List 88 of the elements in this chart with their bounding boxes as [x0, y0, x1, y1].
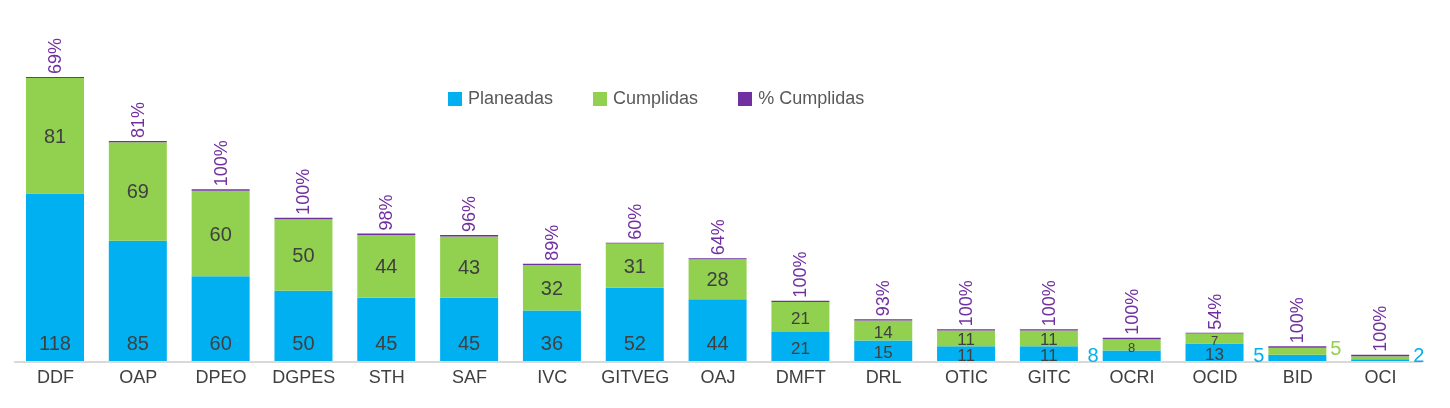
data-label: 13: [1205, 344, 1224, 364]
x-tick-label: OCI: [1364, 366, 1397, 387]
x-tick-label: OCRI: [1109, 366, 1155, 387]
data-label: 60: [209, 222, 232, 245]
x-tick-label: DGPES: [272, 366, 336, 387]
x-tick-label: SAF: [452, 366, 488, 387]
x-tick-label: OAP: [119, 366, 158, 387]
data-label: 44: [706, 332, 729, 354]
x-tick-label: DPEO: [195, 366, 247, 387]
bar: [771, 302, 830, 333]
data-label: 100%: [1038, 280, 1059, 327]
data-label: 100%: [1121, 288, 1142, 335]
data-label: 100%: [790, 251, 811, 298]
bar: [357, 297, 416, 362]
data-label: 45: [457, 332, 481, 354]
data-label: 69%: [45, 37, 65, 74]
data-label: 31: [623, 254, 646, 277]
bar: [1268, 347, 1327, 355]
data-label: 21: [790, 339, 810, 359]
bar: [605, 243, 664, 288]
bar: [191, 190, 250, 277]
data-label: 52: [623, 332, 646, 354]
bar: [688, 299, 747, 362]
bar: [108, 142, 167, 241]
data-label: 100%: [210, 140, 231, 187]
bar: [26, 77, 84, 194]
data-label: 50: [292, 332, 315, 354]
data-label: 64%: [707, 219, 728, 256]
data-label: 98%: [376, 194, 397, 231]
bar: [357, 234, 416, 298]
data-label: 50: [292, 243, 315, 266]
data-label: 44: [375, 255, 398, 278]
data-label: 100%: [1370, 305, 1391, 352]
x-tick-label: OTIC: [944, 366, 988, 387]
x-tick-label: GITVEG: [601, 366, 670, 387]
bar: [440, 297, 499, 362]
bar: [274, 219, 333, 291]
bar: [688, 259, 747, 300]
bar: [771, 332, 830, 362]
data-label: 60: [209, 332, 232, 354]
data-label: 5: [1330, 336, 1342, 359]
data-label: 81%: [127, 102, 148, 139]
data-label: 100%: [1287, 297, 1308, 344]
bar: [274, 290, 333, 362]
bar: [1185, 333, 1244, 344]
data-label: 5: [1253, 344, 1265, 366]
data-label: 96%: [459, 196, 480, 233]
x-tick-label: OAJ: [700, 366, 736, 387]
bar: [522, 264, 581, 311]
data-label: 45: [375, 332, 398, 354]
data-label: 89%: [541, 224, 562, 261]
bar: [605, 287, 664, 362]
x-tick-label: IVC: [537, 366, 568, 387]
data-label: 81: [43, 124, 67, 147]
bar: [26, 193, 84, 362]
data-label: 60%: [624, 203, 645, 240]
data-label: 100%: [293, 168, 314, 215]
bar: [440, 236, 499, 298]
data-label: 15: [873, 343, 893, 363]
x-tick-label: BID: [1282, 366, 1313, 387]
bar: [522, 310, 581, 362]
data-label: 43: [457, 256, 481, 279]
data-label: 14: [873, 322, 893, 342]
bar: [1102, 339, 1161, 351]
x-tick-label: GITC: [1027, 366, 1071, 387]
x-tick-label: DMFT: [775, 366, 826, 387]
legend-label: Planeadas: [467, 88, 554, 109]
x-tick-label: STH: [368, 366, 405, 387]
bar: [854, 320, 913, 341]
data-label: 93%: [873, 280, 894, 317]
data-label: 2: [1413, 344, 1425, 366]
data-label: 36: [540, 332, 564, 354]
bar: [191, 276, 250, 362]
data-label: 100%: [956, 280, 977, 327]
x-tick-label: OCID: [1192, 366, 1238, 387]
x-tick-label: DRL: [865, 366, 902, 387]
data-label: 21: [790, 309, 810, 329]
data-label: 118: [39, 332, 71, 354]
data-label: 32: [540, 276, 564, 299]
legend-label: Cumplidas: [612, 88, 699, 109]
bar: [108, 240, 167, 362]
x-tick-label: DDF: [36, 366, 74, 387]
legend-label: % Cumplidas: [757, 88, 865, 109]
data-label: 8: [1087, 344, 1099, 366]
data-label: 69: [126, 180, 149, 203]
data-label: 28: [706, 268, 729, 291]
data-label: 54%: [1204, 293, 1225, 330]
data-label: 85: [126, 332, 149, 354]
